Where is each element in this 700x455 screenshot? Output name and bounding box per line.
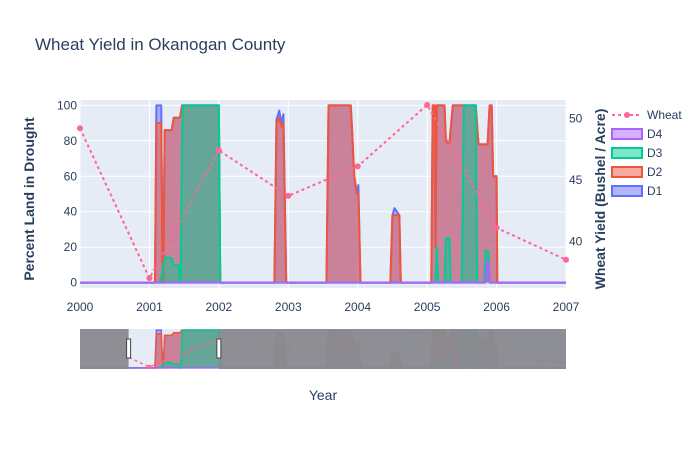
chart-title: Wheat Yield in Okanogan County bbox=[35, 35, 286, 54]
area-line-D4 bbox=[80, 260, 566, 284]
y-right-ticks: 40 45 50 bbox=[569, 111, 583, 248]
legend-item-D2[interactable]: D2 bbox=[611, 165, 663, 179]
wheat-point bbox=[493, 224, 500, 231]
range-slider-mask-right bbox=[218, 329, 566, 369]
range-slider-handle-right[interactable] bbox=[216, 338, 222, 359]
y-right-tick-label: 40 bbox=[569, 234, 583, 248]
y-right-tick-label: 50 bbox=[569, 111, 583, 125]
legend-label-wheat: Wheat bbox=[647, 108, 682, 122]
y-left-tick-label: 20 bbox=[64, 240, 78, 254]
legend-swatch-D3 bbox=[611, 147, 643, 159]
x-axis-title: Year bbox=[309, 387, 338, 403]
legend-marker-wheat bbox=[624, 112, 630, 118]
legend-label-D1: D1 bbox=[647, 184, 663, 198]
y-axis-right-title: Wheat Yield (Bushel / Acre) bbox=[592, 109, 608, 290]
wheat-point bbox=[563, 256, 569, 263]
legend-swatch-D1 bbox=[611, 185, 643, 197]
range-slider-mask-left bbox=[80, 329, 129, 369]
rs-area-fill-D3 bbox=[80, 330, 566, 368]
y-left-tick-label: 0 bbox=[70, 276, 77, 290]
legend-label-D4: D4 bbox=[647, 127, 663, 141]
legend-label-D3: D3 bbox=[647, 146, 663, 160]
y-left-tick-label: 100 bbox=[57, 98, 77, 112]
y-left-tick-label: 80 bbox=[64, 134, 78, 148]
x-tick-label: 2006 bbox=[483, 300, 510, 314]
y-left-ticks: 0 20 40 60 80 100 bbox=[57, 98, 77, 289]
x-tick-label: 2002 bbox=[206, 300, 233, 314]
y-left-tick-label: 40 bbox=[64, 205, 78, 219]
wheat-point bbox=[77, 125, 83, 132]
x-tick-label: 2007 bbox=[553, 300, 580, 314]
wheat-point bbox=[285, 192, 292, 199]
y-left-tick-label: 60 bbox=[64, 169, 78, 183]
x-tick-label: 2001 bbox=[136, 300, 163, 314]
legend: Wheat D4 D3 D2 D1 bbox=[611, 108, 682, 198]
legend-swatch-D4 bbox=[611, 128, 643, 140]
legend-item-D3[interactable]: D3 bbox=[611, 146, 663, 160]
wheat-point bbox=[146, 275, 153, 282]
wheat-layer bbox=[77, 101, 569, 282]
legend-swatch-D2 bbox=[611, 166, 643, 178]
y-axis-left-title: Percent Land in Drought bbox=[21, 117, 37, 281]
x-tick-label: 2003 bbox=[275, 300, 302, 314]
wheat-line bbox=[79, 103, 567, 281]
range-slider[interactable] bbox=[78, 328, 568, 369]
rs-wheat-point bbox=[147, 364, 152, 369]
legend-item-D4[interactable]: D4 bbox=[611, 127, 663, 141]
x-ticks: 2000 2001 2002 2003 2004 2005 2006 2007 bbox=[67, 300, 580, 314]
legend-item-D1[interactable]: D1 bbox=[611, 184, 663, 198]
legend-item-wheat[interactable]: Wheat bbox=[612, 108, 682, 122]
series-layer bbox=[80, 104, 566, 284]
wheat-point bbox=[215, 147, 222, 154]
y-right-tick-label: 45 bbox=[569, 173, 583, 187]
x-tick-label: 2004 bbox=[344, 300, 371, 314]
x-tick-label: 2000 bbox=[67, 300, 94, 314]
wheat-point bbox=[424, 101, 431, 108]
wheat-point bbox=[354, 163, 361, 170]
legend-label-D2: D2 bbox=[647, 165, 663, 179]
range-slider-handle-left[interactable] bbox=[126, 338, 132, 359]
x-tick-label: 2005 bbox=[414, 300, 441, 314]
area-fill-D3 bbox=[80, 105, 566, 283]
